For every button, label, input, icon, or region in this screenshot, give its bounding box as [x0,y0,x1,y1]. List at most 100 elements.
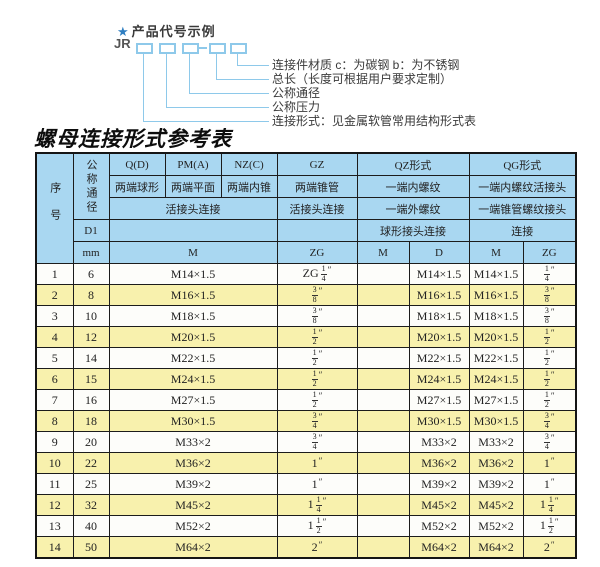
code-box-4 [209,43,226,54]
cell-qz-d: M33×2 [408,431,470,453]
cell-dn: 12 [72,326,110,348]
cell-dn: 14 [72,347,110,369]
table-row: 7 16 M27×1.5 1 2 ″ M27×1.5 M27×1.5 1 2 ″ [35,389,577,411]
cell-qg-zg: 1 2 ″ [522,389,577,411]
cell-qg-zg: 3 8 ″ [522,284,577,306]
cell-gz: 1 1 2 ″ [276,515,358,537]
cell-qg-m: M36×2 [468,452,524,474]
code-box-5 [230,43,247,54]
table-row: 8 18 M30×1.5 3 4 ″ M30×1.5 M30×1.5 3 4 ″ [35,410,577,432]
table-row: 5 14 M22×1.5 1 2 ″ M22×1.5 M22×1.5 1 2 ″ [35,347,577,369]
cell-m: M64×2 [108,536,278,559]
cell-m: M24×1.5 [108,368,278,390]
header-row-3: 活接头连接 活接头连接 一端外螺纹 一端锥管螺纹接头 [36,197,577,220]
label-nominal-diameter: 公称通径 [272,86,321,100]
cell-seq: 9 [35,431,74,453]
cell-qz-m [356,494,410,516]
cell-qz-m [356,305,410,327]
cell-dn: 16 [72,389,110,411]
cell-seq: 2 [35,284,74,306]
cell-qz-m [356,515,410,537]
header-conn-qz: 球形接头连接 [356,219,470,242]
cell-qg-m: M45×2 [468,494,524,516]
cell-qz-m [356,263,410,285]
connector-line-2 [216,52,269,80]
cell-m: M52×2 [108,515,278,537]
table-row: 1 6 M14×1.5 ZG 1 4 ″ M14×1.5 M14×1.5 1 4 ″ [35,263,577,285]
cell-qg-m: M30×1.5 [468,410,524,432]
table-row: 12 32 M45×2 1 1 4 ″ M45×2 M45×2 1 1 4 ″ [35,494,577,516]
label-connection-form: 连接形式：见金属软管常用结构形式表 [272,114,477,128]
cell-qz-d: M18×1.5 [408,305,470,327]
cell-seq: 12 [35,494,74,516]
cell-gz: 1 2 ″ [276,368,358,390]
header-unit-qg-zg: ZG [522,241,577,264]
cell-gz: 1″ [276,473,358,495]
cell-seq: 5 [35,347,74,369]
cell-m: M20×1.5 [108,326,278,348]
connector-line-4 [166,52,269,108]
cell-qz-m [356,389,410,411]
header-unit-qz-d: D [408,241,470,264]
cell-qz-m [356,431,410,453]
header-unit-m: M [108,241,278,264]
code-box-3 [182,43,199,54]
cell-gz: ZG 1 4 ″ [276,263,358,285]
header-col-qz: QZ形式 [356,152,470,176]
header-sub-q: 两端球形 [108,175,166,198]
cell-m: M16×1.5 [108,284,278,306]
table-row: 11 25 M39×2 1″ M39×2 M39×2 1″ [35,473,577,495]
cell-m: M36×2 [108,452,278,474]
cell-qg-zg: 3 8 ″ [522,305,577,327]
product-code-diagram: ★ 产品代号示例 JR 连接件材质 c：为碳钢 b：为不锈钢 总长（长度可根据用户… [0,0,600,132]
cell-qz-m [356,410,410,432]
page-title: 螺母连接形式参考表 [34,126,232,151]
cell-seq: 4 [35,326,74,348]
header-d1: D1 [72,219,110,242]
cell-qg-m: M64×2 [468,536,524,559]
header-col-pm: PM(A) [164,152,222,176]
table-row: 3 10 M18×1.5 3 8 ″ M18×1.5 M18×1.5 3 8 ″ [35,305,577,327]
cell-qg-zg: 1 1 2 ″ [522,515,577,537]
star-icon: ★ [117,24,130,39]
cell-m: M30×1.5 [108,410,278,432]
code-dash [199,47,207,49]
cell-qz-m [356,452,410,474]
cell-seq: 1 [35,263,74,285]
header-sub2-qg: 一端锥管螺纹接头 [468,197,577,220]
cell-seq: 14 [35,536,74,559]
cell-dn: 22 [72,452,110,474]
cell-m: M22×1.5 [108,347,278,369]
header-col-gz: GZ [276,152,358,176]
table-header: 序号 公称通径 Q(D) PM(A) NZ(C) GZ QZ形式 QG形式 两端… [35,152,577,264]
cell-qz-d: M45×2 [408,494,470,516]
cell-seq: 13 [35,515,74,537]
header-empty-gz [276,219,358,242]
header-sub-gz: 两端锥管 [276,175,358,198]
cell-qg-m: M14×1.5 [468,263,524,285]
cell-gz: 2″ [276,536,358,559]
nut-connection-table: 序号 公称通径 Q(D) PM(A) NZ(C) GZ QZ形式 QG形式 两端… [35,152,578,559]
cell-m: M18×1.5 [108,305,278,327]
label-nominal-pressure: 公称压力 [272,100,321,114]
cell-gz: 3 4 ″ [276,431,358,453]
cell-gz: 1 1 4 ″ [276,494,358,516]
cell-dn: 18 [72,410,110,432]
cell-qz-d: M16×1.5 [408,284,470,306]
header-sub-qg: 一端内螺纹活接头 [468,175,577,198]
header-sub-nz: 两端内锥 [220,175,278,198]
header-row-1: 序号 公称通径 Q(D) PM(A) NZ(C) GZ QZ形式 QG形式 [35,152,577,264]
cell-dn: 40 [72,515,110,537]
cell-qg-m: M24×1.5 [468,368,524,390]
code-box-1 [136,43,153,54]
header-col-q: Q(D) [108,152,166,176]
cell-qg-zg: 1 4 ″ [522,263,577,285]
cell-qz-m [356,536,410,559]
code-box-2 [159,43,176,54]
cell-qg-m: M52×2 [468,515,524,537]
cell-qg-m: M39×2 [468,473,524,495]
cell-m: M27×1.5 [108,389,278,411]
cell-qz-m [356,347,410,369]
cell-dn: 25 [72,473,110,495]
cell-qg-zg: 1 1 4 ″ [522,494,577,516]
